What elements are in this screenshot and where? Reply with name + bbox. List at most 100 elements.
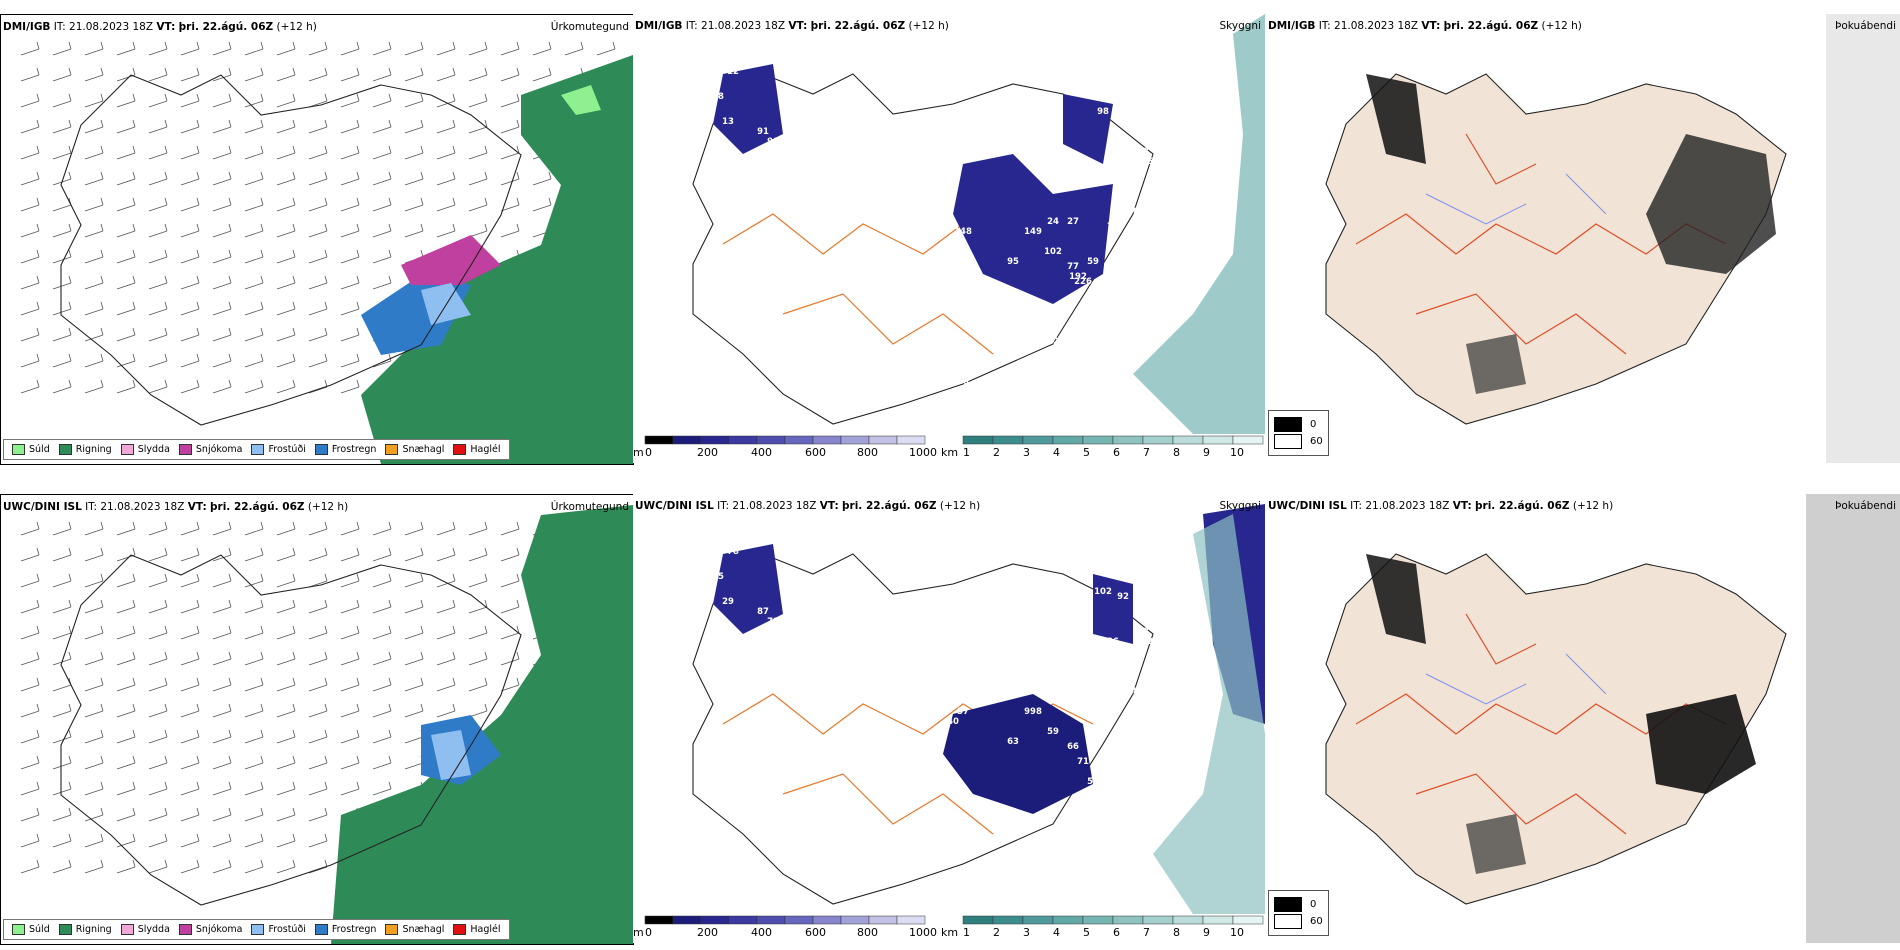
- visibility-scale-swatch: [962, 915, 994, 925]
- ceiling-label: 23: [847, 257, 859, 267]
- wind-barb: [52, 119, 72, 134]
- fog-swatch: [1274, 914, 1302, 929]
- wind-barb: [20, 573, 40, 588]
- visibility-scale-swatch: [1052, 435, 1084, 445]
- wind-barb: [244, 145, 264, 160]
- wind-barb: [20, 703, 40, 718]
- legend-item: Rigning: [58, 924, 112, 935]
- ceiling-tick: 400: [751, 446, 772, 459]
- wind-barb: [404, 67, 424, 82]
- wind-barb: [84, 677, 104, 692]
- wind-barb: [148, 171, 168, 186]
- ceiling-scale-swatch: [700, 915, 730, 925]
- wind-barb: [308, 275, 328, 290]
- wind-barb: [20, 249, 40, 264]
- wind-barb: [212, 859, 232, 874]
- wind-barb: [308, 41, 328, 56]
- wind-barb: [468, 677, 488, 692]
- wind-barb: [116, 833, 136, 848]
- wind-barb: [340, 625, 360, 640]
- visibility-scale-swatch: [1082, 435, 1114, 445]
- wind-barb: [20, 197, 40, 212]
- wind-barb: [244, 197, 264, 212]
- wind-barb: [404, 521, 424, 536]
- wind-barb: [340, 755, 360, 770]
- wind-barb: [116, 729, 136, 744]
- wind-barb: [180, 327, 200, 342]
- ceiling-tick: 1000: [909, 926, 937, 939]
- wind-barb: [244, 833, 264, 848]
- wind-barb: [276, 573, 296, 588]
- wind-barb: [212, 93, 232, 108]
- ceiling-scale-swatch: [728, 915, 758, 925]
- wind-barb: [20, 755, 40, 770]
- wind-barb: [468, 223, 488, 238]
- wind-barb: [20, 275, 40, 290]
- wind-barb: [276, 521, 296, 536]
- wind-barb: [84, 833, 104, 848]
- wind-barb: [276, 599, 296, 614]
- wind-barb: [52, 223, 72, 238]
- wind-barb: [244, 547, 264, 562]
- wind-barb: [372, 755, 392, 770]
- wind-barb: [404, 171, 424, 186]
- wind-barb: [244, 119, 264, 134]
- wind-barb: [244, 171, 264, 186]
- wind-barb: [468, 703, 488, 718]
- wind-barb: [308, 353, 328, 368]
- ceiling-label: 23: [1147, 637, 1159, 647]
- ceiling-panel-row2: UWC/DINI ISL IT: 21.08.2023 18Z VT: þri.…: [633, 494, 1265, 943]
- wind-barb: [52, 625, 72, 640]
- wind-barb: [308, 781, 328, 796]
- ceiling-label: 12: [727, 67, 739, 77]
- wind-barb: [116, 223, 136, 238]
- visibility-scale-swatch: [1112, 915, 1144, 925]
- ceiling-label: 58: [1127, 687, 1139, 697]
- wind-barb: [532, 171, 552, 186]
- wind-barb: [212, 599, 232, 614]
- legend-item: Rigning: [58, 444, 112, 455]
- wind-barb: [52, 41, 72, 56]
- wind-barb: [436, 93, 456, 108]
- visibility-scale-swatch: [1022, 915, 1054, 925]
- ceiling-scale-swatch: [784, 435, 814, 445]
- wind-barb: [180, 353, 200, 368]
- wind-barb: [84, 599, 104, 614]
- legend-item: Slydda: [120, 924, 170, 935]
- wind-barb: [308, 625, 328, 640]
- wind-barb: [276, 703, 296, 718]
- wind-barb: [52, 301, 72, 316]
- fog-map-row1: [1325, 14, 1900, 463]
- visibility-tick: 3: [1023, 446, 1030, 459]
- ceiling-tick: 0: [645, 926, 652, 939]
- visibility-scale-swatch: [1022, 435, 1054, 445]
- wind-barb: [340, 275, 360, 290]
- wind-barb: [20, 93, 40, 108]
- wind-barb: [308, 301, 328, 316]
- visibility-tick: 1: [963, 926, 970, 939]
- visibility-scale-swatch: [1172, 915, 1204, 925]
- wind-barb: [148, 67, 168, 82]
- ceiling-label: 26: [1107, 637, 1119, 647]
- wind-barb: [468, 651, 488, 666]
- wind-barb: [20, 729, 40, 744]
- wind-barb: [148, 859, 168, 874]
- ceiling-label: 102: [1044, 247, 1062, 257]
- visibility-tick: 7: [1143, 446, 1150, 459]
- ceiling-tick: 400: [751, 926, 772, 939]
- wind-barb: [340, 171, 360, 186]
- wind-barb: [116, 379, 136, 394]
- ceiling-scale-swatch: [700, 435, 730, 445]
- wind-barb: [212, 625, 232, 640]
- wind-barb: [20, 223, 40, 238]
- visibility-scale-swatch: [1232, 435, 1264, 445]
- wind-barb: [148, 807, 168, 822]
- wind-barb: [180, 625, 200, 640]
- wind-barb: [52, 807, 72, 822]
- legend-item: Súld: [12, 924, 50, 935]
- wind-barb: [276, 353, 296, 368]
- wind-barb: [20, 677, 40, 692]
- wind-barb: [212, 249, 232, 264]
- wind-barb: [340, 651, 360, 666]
- wind-barb: [308, 171, 328, 186]
